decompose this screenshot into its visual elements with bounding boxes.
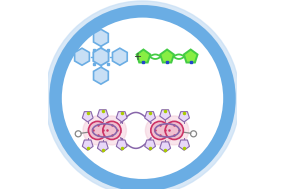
- Polygon shape: [93, 29, 108, 46]
- Polygon shape: [145, 140, 155, 150]
- Circle shape: [50, 6, 235, 189]
- Circle shape: [103, 121, 121, 139]
- Polygon shape: [97, 142, 108, 152]
- Polygon shape: [137, 50, 150, 63]
- Circle shape: [151, 121, 169, 139]
- Polygon shape: [93, 48, 109, 66]
- Polygon shape: [179, 112, 190, 122]
- Polygon shape: [160, 142, 170, 152]
- Polygon shape: [116, 112, 127, 122]
- Polygon shape: [113, 48, 127, 65]
- Circle shape: [88, 121, 107, 139]
- Polygon shape: [160, 110, 170, 120]
- Polygon shape: [97, 110, 108, 120]
- Polygon shape: [82, 140, 93, 150]
- Text: +: +: [133, 52, 141, 62]
- Polygon shape: [184, 50, 198, 63]
- Polygon shape: [116, 140, 127, 150]
- Circle shape: [45, 1, 240, 189]
- Circle shape: [145, 116, 174, 145]
- Polygon shape: [82, 112, 93, 122]
- Circle shape: [58, 13, 227, 183]
- Polygon shape: [145, 112, 155, 122]
- Polygon shape: [93, 67, 108, 84]
- Polygon shape: [75, 48, 89, 65]
- Circle shape: [97, 116, 126, 145]
- Polygon shape: [179, 140, 190, 150]
- Polygon shape: [160, 50, 174, 63]
- Circle shape: [160, 116, 189, 145]
- Circle shape: [165, 121, 183, 139]
- Circle shape: [83, 116, 112, 145]
